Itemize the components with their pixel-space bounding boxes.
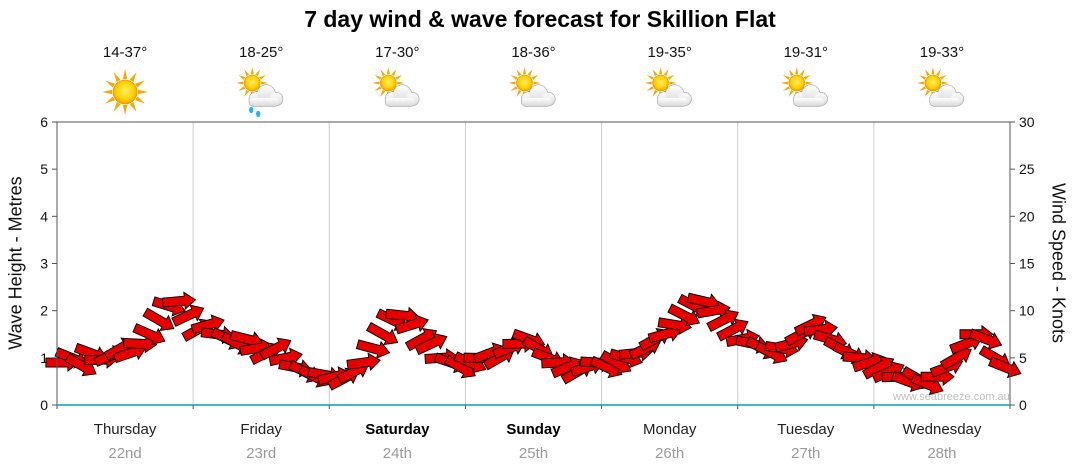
temperature-label: 19-35° xyxy=(647,44,691,61)
temperature-label: 18-25° xyxy=(239,44,283,61)
sun-cloud-icon xyxy=(644,67,692,107)
day-label: Wednesday xyxy=(902,421,981,438)
sun-cloud-rain-icon xyxy=(236,67,284,118)
day-label: Sunday xyxy=(506,421,561,438)
y-tick-label-left: 4 xyxy=(40,208,48,224)
temperature-label: 18-36° xyxy=(511,44,555,61)
day-label: Friday xyxy=(240,421,282,438)
sun-icon xyxy=(102,69,149,115)
wind-arrow xyxy=(142,307,175,332)
wind-arrow xyxy=(161,291,197,311)
y-tick-label-right: 30 xyxy=(1019,114,1035,130)
temperature-label: 17-30° xyxy=(375,44,419,61)
day-labels: Thursday 22nd Friday 23rd Saturday 24th Sunday… xyxy=(94,421,982,462)
y-tick-label-right: 10 xyxy=(1019,303,1035,319)
wind-arrow xyxy=(716,318,749,342)
y-tick-label-left: 6 xyxy=(40,114,48,130)
wind-arrow xyxy=(706,309,739,332)
y-tick-label-left: 0 xyxy=(40,397,48,413)
y-tick-label-left: 1 xyxy=(40,350,48,366)
sun-cloud-icon xyxy=(372,67,420,107)
temperature-label: 19-33° xyxy=(920,44,964,61)
y-tick-label-left: 2 xyxy=(40,303,48,319)
y-tick-label-left: 3 xyxy=(40,256,48,272)
wind-arrow xyxy=(414,332,448,356)
date-label: 24th xyxy=(383,445,412,462)
day-label: Tuesday xyxy=(777,421,834,438)
wind-arrow xyxy=(861,356,895,380)
temperature-row: 14-37° 18-25° 17-30° 18-36° 19-35° 19-31° 19-3… xyxy=(103,44,964,61)
date-label: 27th xyxy=(791,445,820,462)
sun-cloud-icon xyxy=(780,67,828,107)
temperature-label: 19-31° xyxy=(784,44,828,61)
day-label: Thursday xyxy=(94,421,157,438)
y-tick-label-right: 15 xyxy=(1019,256,1035,272)
y-tick-label-left: 5 xyxy=(40,161,48,177)
sun-cloud-icon xyxy=(916,67,964,107)
wind-arrows xyxy=(45,291,1022,396)
wind-arrow xyxy=(988,356,1022,379)
y-tick-label-right: 25 xyxy=(1019,161,1035,177)
wind-arrow xyxy=(122,334,158,354)
axis-ticks: 0 1 2 3 4 5 6 0 5 10 15 20 25 30 xyxy=(40,114,1035,413)
wind-arrow xyxy=(346,352,381,372)
date-label: 26th xyxy=(655,445,684,462)
y-tick-label-right: 5 xyxy=(1019,350,1027,366)
wind-arrow xyxy=(793,313,827,337)
wind-arrow xyxy=(803,319,838,339)
weather-icons xyxy=(102,67,964,118)
date-label: 22nd xyxy=(108,445,141,462)
wind-arrow xyxy=(365,321,399,346)
y-tick-label-right: 20 xyxy=(1019,208,1035,224)
wind-arrow xyxy=(258,337,292,361)
wind-arrow xyxy=(667,303,701,327)
date-label: 23rd xyxy=(246,445,276,462)
temperature-label: 14-37° xyxy=(103,44,147,61)
y-tick-label-right: 0 xyxy=(1019,397,1027,413)
page-title: 7 day wind & wave forecast for Skillion … xyxy=(304,6,776,32)
day-label: Saturday xyxy=(365,421,430,438)
wind-arrow xyxy=(910,373,944,396)
sun-cloud-icon xyxy=(508,67,556,107)
wind-arrow xyxy=(132,323,166,346)
watermark: www.seabreeze.com.au xyxy=(893,391,1010,403)
wind-arrow xyxy=(171,304,205,327)
wind-arrow xyxy=(355,339,391,359)
date-label: 25th xyxy=(519,445,548,462)
date-label: 28th xyxy=(927,445,956,462)
wind-arrow xyxy=(696,300,731,319)
wind-arrow xyxy=(657,316,693,335)
wind-arrow xyxy=(394,314,429,335)
wind-arrow xyxy=(968,328,1003,350)
day-label: Monday xyxy=(643,421,697,438)
